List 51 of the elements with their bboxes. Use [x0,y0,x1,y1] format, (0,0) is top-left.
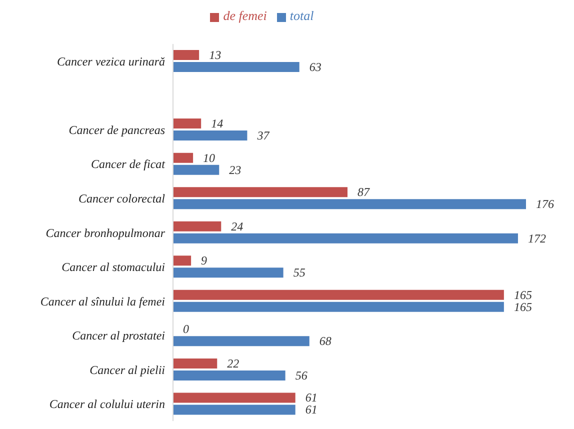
bar [173,62,300,72]
y-tick-label: Cancer de ficat [91,157,166,172]
y-tick-label: Cancer al prostatei [72,328,165,343]
bar [173,358,218,368]
data-label: 37 [256,128,270,143]
data-label: 55 [293,266,306,280]
bar [173,268,284,278]
y-tick-label: Cancer al pielii [90,362,165,377]
bar [173,221,222,232]
data-label: 87 [357,185,370,200]
bar [173,336,310,346]
bar [173,370,286,380]
data-label: 61 [305,390,318,405]
data-label: 176 [536,197,554,212]
data-label: 172 [528,231,546,246]
data-label: 61 [305,402,318,417]
y-tick-label: Cancer vezica urinară [57,54,165,68]
bar [173,164,220,175]
data-label: 22 [227,356,240,370]
y-tick-label: Cancer bronhopulmonar [46,226,166,240]
bar [173,404,296,415]
data-label: 10 [203,150,216,165]
bar [173,392,296,403]
bar [173,118,202,129]
y-tick-label: Cancer colorectal [78,191,166,206]
data-label: 14 [211,116,224,131]
data-label: 63 [309,60,322,74]
bar [173,256,192,266]
data-label: 24 [231,219,244,234]
bar [173,302,504,312]
y-tick-label: Cancer de pancreas [68,122,166,137]
bar [173,130,248,141]
bar [173,290,504,300]
bar [173,199,526,210]
y-tick-label: Cancer al colului uterin [49,397,165,412]
data-label: 9 [201,254,208,268]
legend-label: total [290,8,314,23]
data-label: 68 [319,334,332,348]
data-label: 165 [514,288,532,302]
data-label: 56 [295,368,308,382]
y-tick-label: Cancer al stomacului [62,260,165,274]
legend-label: de femei [223,8,267,23]
bar [173,233,518,244]
data-label: 165 [514,300,532,314]
data-label: 23 [229,162,242,177]
data-label: 13 [209,48,222,62]
bar [173,187,348,198]
bar [173,152,194,163]
y-tick-label: Cancer al sînului la femei [40,294,165,308]
bar [173,50,200,60]
data-label: 0 [183,322,190,336]
